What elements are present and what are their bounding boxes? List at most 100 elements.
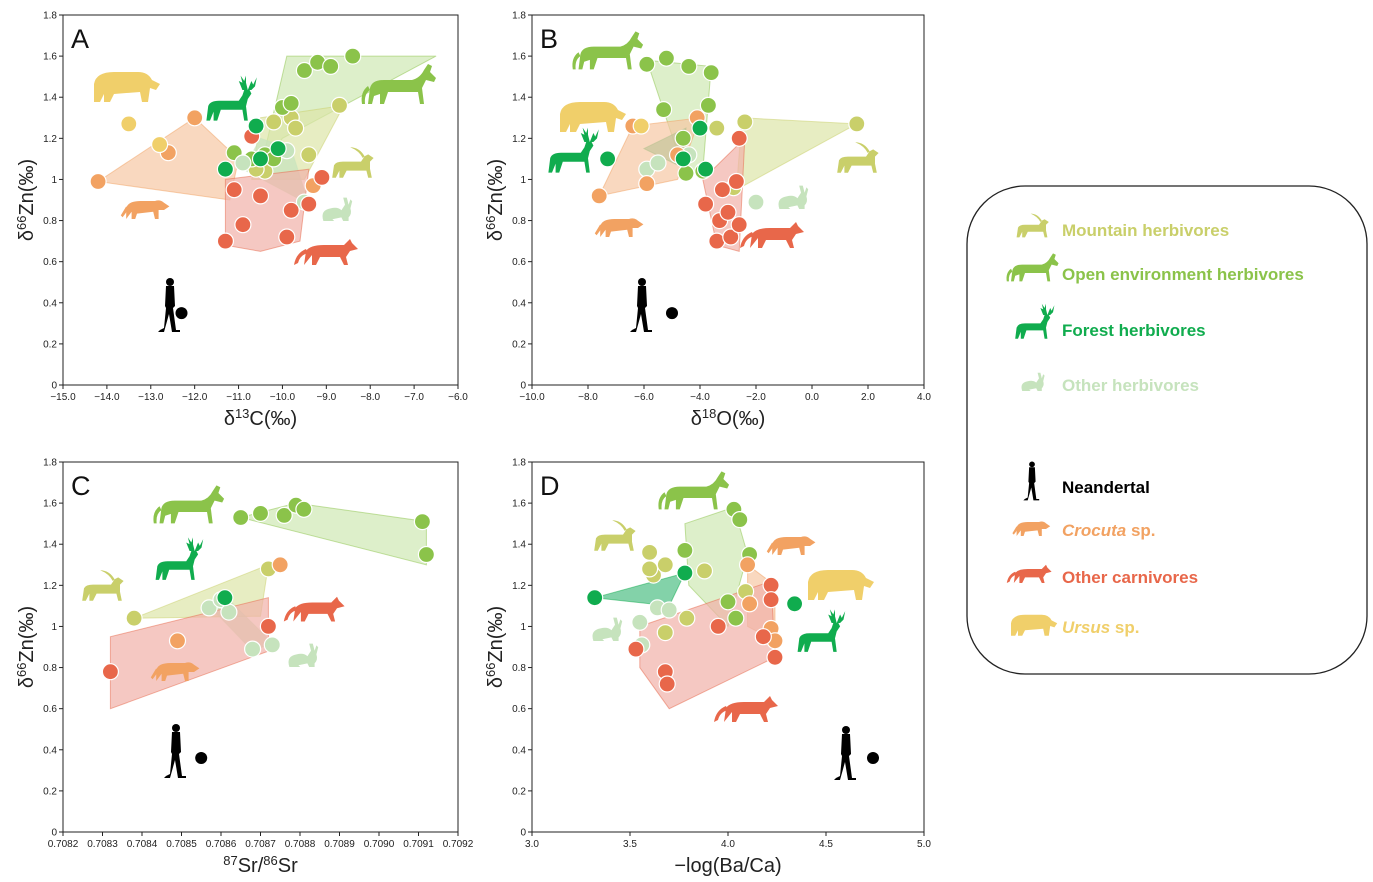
x-tick-label: 5.0: [917, 839, 931, 850]
point-other_carn: [696, 195, 715, 213]
point-open: [295, 500, 313, 518]
point-other_carn: [730, 216, 748, 234]
point-open: [232, 508, 250, 527]
legend-item-other_herb: Other herbivores: [1021, 372, 1199, 395]
point-other_herb: [660, 601, 678, 619]
y-tick-label: 1.4: [43, 540, 57, 551]
legend-item-ursus: Ursus sp.: [1011, 614, 1139, 637]
point-mountain: [656, 556, 674, 574]
legend-item-other_carn: Other carnivores: [1006, 564, 1198, 587]
point-other_carn: [234, 216, 252, 234]
point-forest: [586, 589, 604, 607]
y-tick-label: 0.4: [43, 298, 57, 309]
legend-label: Neandertal: [1062, 478, 1150, 497]
data-points: [586, 500, 879, 764]
y-tick-label: 0.8: [43, 216, 57, 227]
point-crocuta: [740, 595, 759, 613]
legend-item-open: Open environment herbivores: [1006, 253, 1304, 284]
point-other_carn: [627, 640, 645, 658]
y-tick-label: 0.4: [43, 745, 57, 756]
x-axis-label: δ18O(‰): [691, 406, 766, 431]
x-tick-label: −2.0: [746, 392, 766, 403]
point-neandertal: [175, 307, 188, 320]
point-other_carn: [313, 168, 331, 186]
data-points: [89, 47, 362, 320]
x-tick-label: −10.0: [519, 392, 545, 403]
y-tick-label: 1.2: [512, 581, 526, 592]
y-tick-label: 0: [51, 828, 57, 839]
y-tick-label: 0: [51, 381, 57, 392]
point-mountain: [656, 623, 674, 642]
point-other_carn: [754, 628, 772, 646]
point-other_carn: [278, 228, 296, 246]
point-neandertal: [666, 307, 678, 320]
x-tick-label: −6.0: [634, 392, 654, 403]
x-tick-label: 0.7088: [285, 839, 316, 850]
point-forest: [598, 150, 617, 168]
legend-label: Mountain herbivores: [1062, 221, 1229, 240]
point-open: [731, 510, 749, 529]
y-tick-label: 0.6: [43, 704, 57, 715]
point-mountain: [708, 119, 726, 137]
y-tick-label: 0.6: [512, 257, 526, 268]
y-tick-label: 1: [51, 175, 57, 186]
y-tick-label: 1.4: [43, 93, 57, 104]
point-forest: [216, 160, 234, 178]
point-mountain: [265, 113, 283, 131]
y-tick-label: 1.8: [43, 458, 57, 469]
y-tick-label: 1.2: [43, 134, 57, 145]
x-tick-label: −9.0: [316, 392, 336, 403]
point-forest: [674, 150, 692, 168]
point-other_carn: [251, 187, 270, 205]
point-other_carn: [225, 181, 243, 199]
legend-item-mountain: Mountain herbivores: [1016, 213, 1229, 240]
point-mountain: [678, 609, 696, 627]
y-tick-label: 1.6: [43, 52, 57, 63]
point-other_herb: [631, 613, 649, 631]
point-open: [719, 593, 737, 611]
x-tick-label: −11.0: [226, 392, 251, 403]
point-crocuta: [638, 175, 656, 193]
y-axis-label: δ66Zn(‰): [483, 606, 508, 688]
legend: Mountain herbivores Open environment herb…: [966, 185, 1368, 675]
x-axis-label: 87Sr/86Sr: [223, 853, 298, 878]
point-open: [638, 55, 656, 73]
panel-d: 0 0.2 0.4 0.6 0.8 1 1.2 1.4 1.6 1.8 3.0 3.5 4.0 4.5 5.…: [483, 458, 932, 878]
x-tick-label: 0.7086: [206, 839, 237, 850]
point-other_herb: [200, 599, 218, 617]
point-neandertal: [195, 752, 208, 764]
point-forest: [785, 595, 804, 613]
point-open: [295, 61, 313, 80]
point-other_carn: [719, 203, 737, 221]
point-open: [417, 545, 435, 564]
point-other_carn: [762, 591, 780, 609]
point-other_carn: [727, 172, 746, 191]
x-tick-label: −10.0: [270, 392, 296, 403]
y-tick-label: 1: [520, 175, 526, 186]
point-crocuta: [89, 172, 107, 191]
point-other_carn: [259, 617, 277, 636]
point-open: [251, 504, 270, 523]
x-tick-label: −12.0: [182, 392, 208, 403]
y-tick-label: 0.4: [512, 298, 526, 309]
point-neandertal: [867, 752, 879, 764]
point-mountain: [640, 543, 659, 562]
x-tick-label: −14.0: [94, 392, 120, 403]
legend-label: Ursus sp.: [1062, 618, 1139, 637]
x-tick-label: 0.7091: [403, 839, 434, 850]
legend-item-neandertal: Neandertal: [1023, 461, 1150, 501]
legend-label: Other herbivores: [1062, 376, 1199, 395]
point-other_carn: [713, 181, 732, 199]
chart-panels: 0 0.2 0.4 0.6 0.8 1 1.2 1.4 1.6 1.8 −15.0 −14.0 −13.…: [14, 11, 932, 878]
point-ursus: [632, 117, 650, 135]
panel-c: 0 0.2 0.4 0.6 0.8 1 1.2 1.4 1.6 1.8 0.7082 0.7083 0.…: [14, 458, 474, 878]
y-tick-label: 1.6: [512, 52, 526, 63]
legend-item-crocuta: Crocuta sp.: [1012, 521, 1156, 540]
x-tick-label: 3.5: [623, 839, 637, 850]
point-forest: [676, 564, 694, 582]
point-other_herb: [234, 154, 252, 172]
point-other_herb: [244, 640, 262, 658]
point-open: [680, 57, 698, 76]
x-tick-label: 0.7082: [48, 839, 79, 850]
